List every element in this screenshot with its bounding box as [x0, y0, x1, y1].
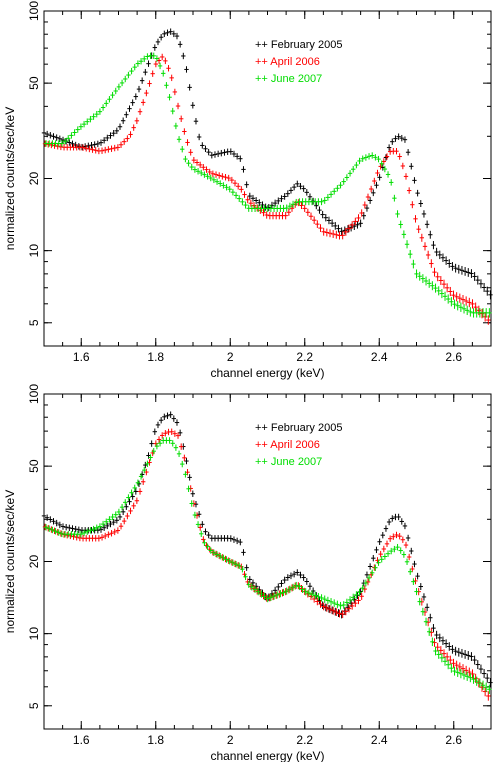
y-tick-label: 50 [27, 76, 41, 90]
x-tick-label: 2.6 [445, 733, 462, 747]
y-tick-label: 100 [27, 384, 41, 404]
y-tick-label: 10 [27, 244, 41, 258]
y-tick-label: 20 [27, 172, 41, 186]
y-axis-label: normalized counts/sec/keV [3, 490, 17, 633]
legend-entry: ++ April 2006 [255, 56, 320, 68]
legend-entry: ++ June 2007 [255, 73, 322, 85]
y-tick-label: 5 [27, 702, 41, 709]
legend-entry: ++ April 2006 [255, 439, 320, 451]
y-tick-label: 100 [27, 1, 41, 21]
x-tick-label: 2 [227, 733, 234, 747]
legend-entry: ++ February 2005 [255, 39, 342, 51]
top-spectrum-panel: 1.6 1.8 2 2.2 2.4 2.6 5 10 20 50 100 channel energy… [3, 1, 493, 380]
legend-entry: ++ February 2005 [255, 422, 342, 434]
x-tick-label: 2.4 [371, 350, 388, 364]
x-axis-label: channel energy (keV) [210, 366, 324, 380]
series-2 [42, 53, 491, 325]
y-tick-label: 10 [27, 627, 41, 641]
x-tick-label: 2.2 [296, 733, 313, 747]
series-1 [41, 411, 493, 688]
y-tick-label: 5 [27, 319, 41, 326]
x-tick-label: 2.6 [445, 350, 462, 364]
series-3 [43, 52, 492, 318]
x-tick-label: 1.6 [73, 733, 90, 747]
y-tick-label: 50 [27, 459, 41, 473]
y-axis-label: normalized counts/sec/keV [3, 107, 17, 250]
x-tick-label: 2.4 [371, 733, 388, 747]
series-1 [41, 28, 493, 300]
legend-entry: ++ June 2007 [255, 456, 322, 468]
series-2 [42, 428, 491, 701]
x-tick-label: 1.8 [147, 733, 164, 747]
series-3 [43, 437, 492, 694]
x-tick-label: 1.6 [73, 350, 90, 364]
x-tick-label: 1.8 [147, 350, 164, 364]
y-tick-label: 20 [27, 555, 41, 569]
x-axis-label: channel energy (keV) [210, 749, 324, 762]
x-tick-label: 2.2 [296, 350, 313, 364]
bottom-spectrum-panel: 1.6 1.8 2 2.2 2.4 2.6 5 10 20 50 100 channel energy… [3, 384, 493, 762]
x-tick-label: 2 [227, 350, 234, 364]
